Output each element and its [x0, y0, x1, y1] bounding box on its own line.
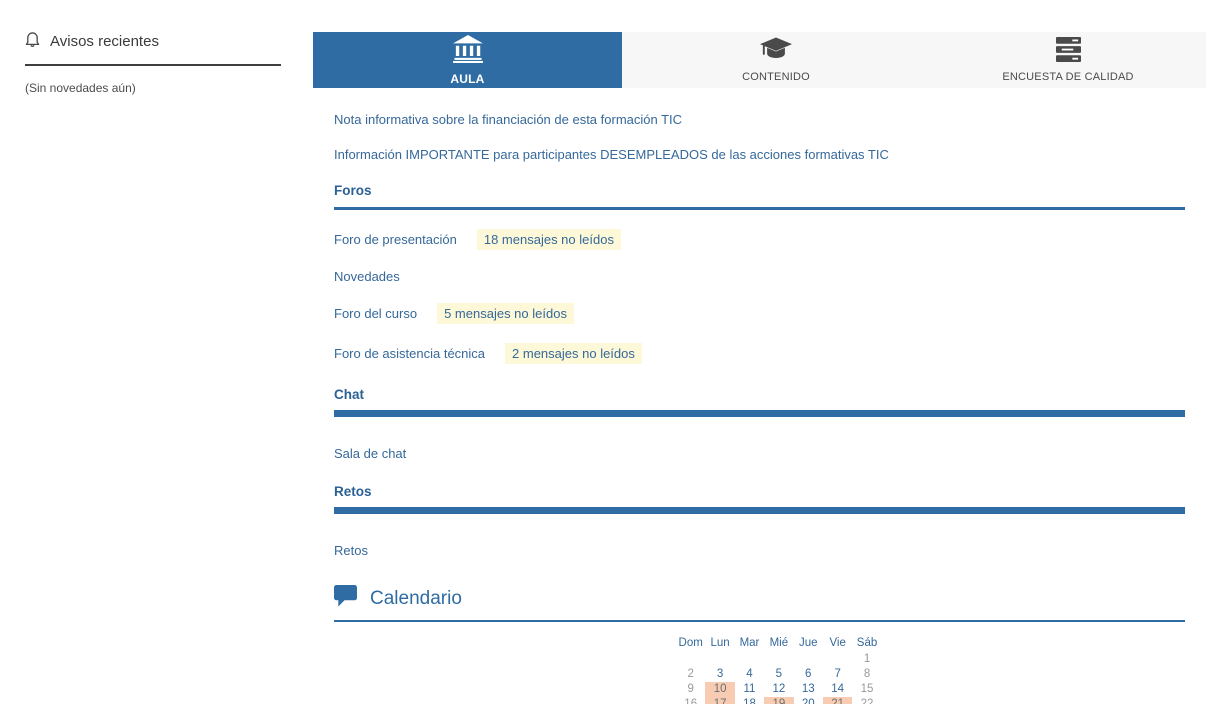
foros-list: Foro de presentación 18 mensajes no leído…: [334, 229, 1185, 364]
calendar-day[interactable]: 20: [801, 698, 815, 704]
calendar-day: 9: [687, 683, 694, 695]
calendar-day[interactable]: 4: [746, 668, 753, 680]
server-icon: [1055, 37, 1081, 67]
calendar-weekday-row: Dom Lun Mar Mié Jue Vie Sáb: [676, 634, 882, 652]
section-title-chat: Chat: [334, 387, 364, 402]
calendar-grid: 1234567891011121314151617181920212223242…: [676, 652, 882, 704]
foros-divider: [334, 207, 1185, 210]
chat-divider: [334, 410, 1185, 417]
calendar-day-highlighted[interactable]: 19: [764, 697, 794, 704]
tab-contenido-label: CONTENIDO: [742, 71, 810, 83]
calendar-day: [794, 652, 823, 667]
calendar-heading: Calendario: [334, 585, 1185, 612]
calendar-day: 16: [684, 698, 698, 704]
calendar-day: 22: [860, 698, 874, 704]
calendar-day[interactable]: 13: [801, 683, 815, 695]
calendar-day-highlighted[interactable]: 21: [822, 697, 853, 704]
notice-link-desempleados[interactable]: Información IMPORTANTE para participante…: [334, 147, 889, 162]
tab-content-aula: Nota informativa sobre la financiación d…: [313, 112, 1206, 704]
graduation-cap-icon: [760, 37, 792, 67]
calendar-day: [676, 652, 705, 667]
calendar-weekday-label: Dom: [678, 637, 703, 649]
calendar-weekday-label: Sáb: [856, 637, 878, 649]
chat-item: Sala de chat: [334, 446, 1185, 461]
tab-aula-label: AULA: [450, 71, 485, 86]
calendar-weekday-label: Mié: [769, 637, 789, 649]
unread-messages-badge: 5 mensajes no leídos: [437, 303, 574, 324]
forum-item: Foro del curso 5 mensajes no leídos: [334, 303, 1185, 324]
section-title-retos: Retos: [334, 484, 372, 499]
calendar-divider: [334, 620, 1185, 622]
course-main-area: AULA CONTENIDO: [313, 32, 1206, 704]
calendar-day: 8: [863, 668, 871, 680]
calendar-week-row: 1: [676, 652, 882, 667]
forum-link[interactable]: Novedades: [334, 269, 400, 284]
calendar-week-row: 2 3 4 5 6 7 8: [676, 667, 882, 682]
section-title-foros: Foros: [334, 183, 372, 198]
notice-link-financiacion[interactable]: Nota informativa sobre la financiación d…: [334, 112, 683, 127]
recent-notices-panel: Avisos recientes (Sin novedades aún): [25, 30, 281, 95]
tab-contenido[interactable]: CONTENIDO: [622, 32, 930, 88]
calendar-day[interactable]: 3: [716, 668, 724, 680]
calendar-day: 15: [860, 683, 874, 695]
calendar-widget: Dom Lun Mar Mié Jue Vie Sáb 1 2 3 4 5 6 7 8 9 10 11 12 13 1…: [676, 634, 882, 704]
calendar-day: [823, 652, 852, 667]
calendar-day: [705, 652, 734, 667]
recent-notices-title: Avisos recientes: [50, 33, 159, 50]
calendar-weekday-label: Vie: [829, 637, 846, 649]
forum-link[interactable]: Foro de presentación: [334, 232, 457, 247]
recent-notices-header: Avisos recientes: [25, 30, 281, 66]
calendar-weekday-label: Mar: [739, 637, 760, 649]
calendar-week-row: 16 17 18 19 20 21 22: [676, 697, 882, 704]
retos-divider: [334, 507, 1185, 514]
calendar-day: [764, 652, 793, 667]
calendar-day-highlighted[interactable]: 17: [705, 697, 735, 704]
forum-item: Foro de presentación 18 mensajes no leído…: [334, 229, 1185, 250]
retos-item: Retos: [334, 543, 1185, 558]
calendar-weekday-label: Jue: [798, 637, 818, 649]
retos-link[interactable]: Retos: [334, 543, 368, 558]
calendar-day: 1: [863, 653, 871, 665]
forum-item: Foro de asistencia técnica 2 mensajes no …: [334, 343, 1185, 364]
bell-icon: [25, 30, 40, 53]
forum-link[interactable]: Foro del curso: [334, 306, 418, 321]
calendar-title: Calendario: [370, 587, 462, 609]
course-tabs: AULA CONTENIDO: [313, 32, 1206, 88]
tab-encuesta[interactable]: ENCUESTA DE CALIDAD: [930, 32, 1206, 88]
calendar-week-row: 9 10 11 12 13 14 15: [676, 682, 882, 697]
calendar-day[interactable]: 6: [805, 668, 812, 680]
calendar-day[interactable]: 7: [834, 668, 841, 680]
forum-item: Novedades: [334, 269, 1185, 284]
calendar-day[interactable]: 5: [775, 668, 783, 680]
no-news-message: (Sin novedades aún): [25, 81, 136, 95]
calendar-weekday-label: Lun: [710, 637, 730, 649]
calendar-day[interactable]: 11: [743, 683, 756, 695]
calendar-day: [735, 652, 764, 667]
unread-messages-badge: 18 mensajes no leídos: [476, 229, 621, 250]
tab-aula[interactable]: AULA: [313, 32, 622, 88]
bank-icon: [452, 34, 483, 68]
chat-room-link[interactable]: Sala de chat: [334, 446, 407, 461]
unread-messages-badge: 2 mensajes no leídos: [505, 343, 642, 364]
calendar-day: 2: [687, 668, 694, 680]
calendar-day[interactable]: 18: [743, 698, 756, 704]
forum-link[interactable]: Foro de asistencia técnica: [334, 346, 486, 361]
calendar-day[interactable]: 12: [772, 683, 786, 695]
comment-icon: [334, 585, 357, 612]
calendar-day[interactable]: 14: [831, 683, 845, 695]
tab-encuesta-label: ENCUESTA DE CALIDAD: [1002, 71, 1134, 83]
calendar-day-highlighted[interactable]: 10: [705, 682, 735, 697]
